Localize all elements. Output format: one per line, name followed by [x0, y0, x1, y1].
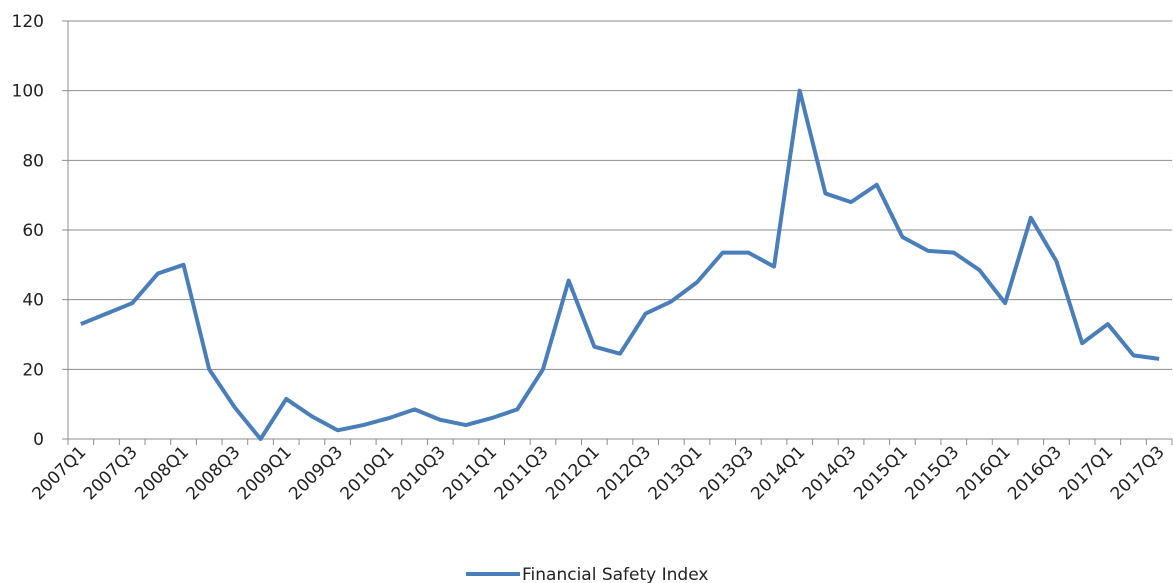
y-tick-label: 100: [12, 82, 44, 102]
x-tick-label: 2016Q1: [953, 442, 1015, 504]
y-tick-label: 120: [12, 12, 44, 32]
x-tick-label: 2008Q3: [183, 442, 245, 504]
x-tick-label: 2013Q3: [696, 442, 758, 504]
x-tick-label: 2012Q3: [593, 442, 655, 504]
y-tick-label: 60: [22, 221, 44, 241]
y-tick-label: 20: [22, 360, 44, 380]
x-tick-label: 2007Q1: [29, 442, 91, 504]
x-tick-label: 2007Q3: [80, 442, 142, 504]
y-tick-label: 40: [22, 291, 44, 311]
x-tick-label: 2015Q3: [901, 442, 963, 504]
x-tick-label: 2015Q1: [850, 442, 912, 504]
legend-label: Financial Safety Index: [522, 565, 708, 583]
x-tick-label: 2008Q1: [131, 442, 193, 504]
x-tick-label: 2010Q1: [337, 442, 399, 504]
x-tick-label: 2012Q1: [542, 442, 604, 504]
x-tick-label: 2013Q1: [645, 442, 707, 504]
x-tick-label: 2009Q3: [285, 442, 347, 504]
x-tick-label: 2011Q3: [491, 442, 553, 504]
x-tick-label: 2009Q1: [234, 442, 296, 504]
x-tick-label: 2017Q3: [1107, 442, 1169, 504]
x-tick-label: 2017Q1: [1055, 442, 1117, 504]
x-tick-label: 2014Q3: [799, 442, 861, 504]
x-tick-label: 2016Q3: [1004, 442, 1066, 504]
y-tick-label: 0: [33, 430, 44, 450]
data-line: [80, 88, 1160, 441]
x-tick-label: 2014Q1: [747, 442, 809, 504]
y-tick-label: 80: [22, 151, 44, 171]
x-tick-label: 2011Q1: [439, 442, 501, 504]
x-tick-label: 2010Q3: [388, 442, 450, 504]
